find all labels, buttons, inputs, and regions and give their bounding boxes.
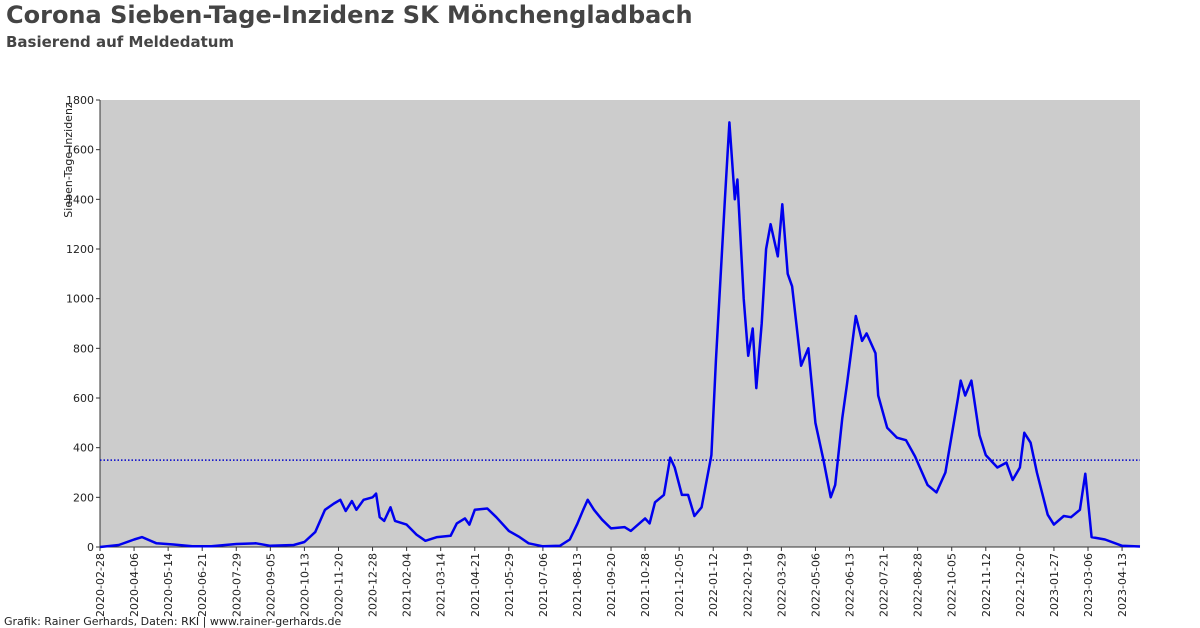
y-tick-label: 1800 (66, 94, 94, 107)
x-tick-label: 2021-05-29 (503, 553, 516, 617)
x-tick-label: 2022-05-06 (809, 553, 822, 617)
x-tick-label: 2020-09-05 (264, 553, 277, 617)
x-tick-label: 2020-07-29 (230, 553, 243, 617)
y-tick-label: 200 (73, 491, 94, 504)
x-tick-label: 2022-12-20 (1014, 553, 1027, 617)
x-tick-label: 2020-12-28 (367, 553, 380, 617)
x-tick-label: 2020-05-14 (162, 553, 175, 617)
y-tick-label: 0 (87, 541, 94, 554)
x-tick-label: 2022-10-05 (946, 553, 959, 617)
chart-subtitle: Basierend auf Meldedatum (6, 33, 234, 51)
x-tick-label: 2020-11-20 (332, 553, 345, 617)
x-tick-label: 2022-01-12 (707, 553, 720, 617)
x-tick-label: 2023-01-27 (1048, 553, 1061, 617)
x-tick-label: 2022-03-29 (775, 553, 788, 617)
x-tick-label: 2021-08-13 (571, 553, 584, 617)
x-tick-label: 2020-10-13 (298, 553, 311, 617)
x-tick-label: 2021-04-21 (469, 553, 482, 617)
x-tick-label: 2022-02-19 (741, 553, 754, 617)
x-tick-label: 2021-09-20 (605, 553, 618, 617)
y-tick-label: 600 (73, 392, 94, 405)
y-tick-label: 400 (73, 442, 94, 455)
x-tick-label: 2023-04-13 (1116, 553, 1129, 617)
x-tick-label: 2020-06-21 (196, 553, 209, 617)
x-tick-label: 2021-03-14 (435, 553, 448, 617)
x-tick-label: 2021-10-28 (639, 553, 652, 617)
footer: Grafik: Rainer Gerhards, Daten: RKI | ww… (4, 615, 342, 628)
y-tick-label: 1600 (66, 144, 94, 157)
x-tick-label: 2021-02-04 (401, 553, 414, 617)
y-tick-label: 1200 (66, 243, 94, 256)
y-axis-label: Sieben-Tage-Inzidenz (62, 102, 75, 218)
y-tick-label: 800 (73, 342, 94, 355)
x-tick-label: 2021-07-06 (537, 553, 550, 617)
x-tick-label: 2022-07-21 (878, 553, 891, 617)
x-tick-label: 2022-11-12 (980, 553, 993, 617)
chart-title: Corona Sieben-Tage-Inzidenz SK Mönchengl… (6, 1, 693, 29)
x-tick-label: 2022-08-28 (912, 553, 925, 617)
y-tick-label: 1400 (66, 193, 94, 206)
plot-area (100, 100, 1140, 547)
x-tick-label: 2023-03-06 (1082, 553, 1095, 617)
x-tick-label: 2020-04-06 (128, 553, 141, 617)
x-tick-label: 2020-02-28 (94, 553, 107, 617)
x-tick-label: 2021-12-05 (673, 553, 686, 617)
data-line (99, 121, 1141, 549)
x-tick-label: 2022-06-13 (844, 553, 857, 617)
y-tick-label: 1000 (66, 293, 94, 306)
